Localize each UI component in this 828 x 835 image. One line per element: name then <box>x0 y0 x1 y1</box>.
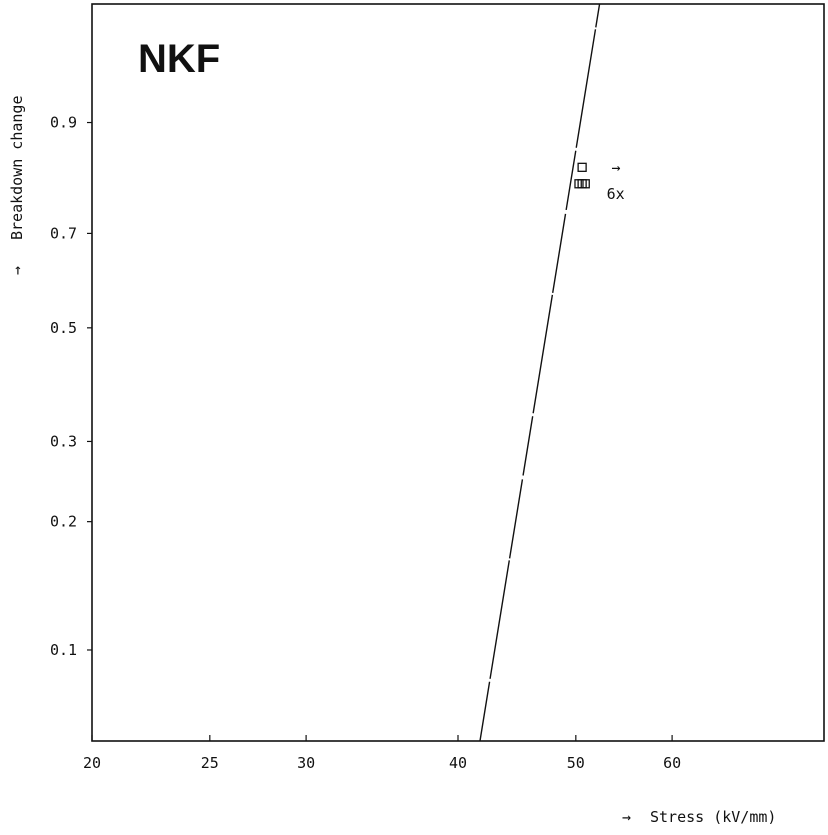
y-axis-title-group: → Breakdown change <box>8 96 26 276</box>
x-axis-arrow: → <box>622 808 631 826</box>
series-layer <box>479 3 601 742</box>
data-point <box>577 162 587 172</box>
x-axis-title: Stress (kV/mm) <box>650 808 776 826</box>
chart-title: NKF <box>138 37 220 81</box>
y-tick-label: 0.2 <box>50 513 77 531</box>
x-tick-label: 20 <box>83 754 101 772</box>
y-tick-label: 0.7 <box>50 224 77 242</box>
y-tick-label: 0.3 <box>50 432 77 450</box>
y-tick-label: 0.5 <box>50 319 77 337</box>
y-axis-ticks: 0.1 0.2 0.3 0.5 0.7 0.9 <box>50 114 92 659</box>
y-axis-title: Breakdown change <box>8 96 26 241</box>
fit-line <box>479 3 601 742</box>
y-tick-label: 0.1 <box>50 641 77 659</box>
x-tick-label: 60 <box>663 754 681 772</box>
x-axis-ticks: 20 25 30 40 50 60 <box>83 735 681 772</box>
annotations-layer: 6x → <box>607 158 625 203</box>
x-tick-label: 40 <box>449 754 467 772</box>
annotation-label: → <box>612 158 621 176</box>
y-axis-arrow: → <box>8 266 26 275</box>
plot-frame <box>91 3 825 742</box>
x-tick-label: 50 <box>567 754 585 772</box>
data-point <box>580 179 590 189</box>
y-tick-label: 0.9 <box>50 114 77 132</box>
x-tick-label: 25 <box>201 754 219 772</box>
data-point <box>577 179 587 189</box>
annotation-label: 6x <box>607 185 625 203</box>
x-tick-label: 30 <box>297 754 315 772</box>
